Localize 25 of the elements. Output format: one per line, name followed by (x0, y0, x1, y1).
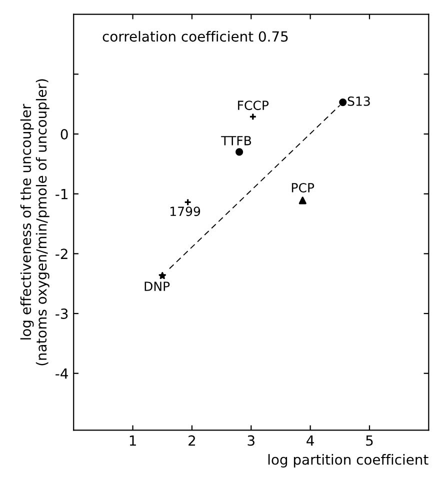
point (236, 148, 244, 156)
series-label: DNP (144, 282, 170, 291)
annotation: correlation coefficient 0.75 (102, 30, 288, 42)
series-label: S13 (348, 96, 370, 106)
y-tick-label: -3 (56, 308, 68, 319)
point (339, 98, 347, 106)
x-tick-label: 1 (130, 435, 136, 446)
x-tick-label: 2 (188, 435, 195, 446)
series-label: PCP (292, 182, 314, 192)
point (298, 196, 306, 204)
x-tick-label: 5 (366, 435, 373, 446)
y-axis-title: log effectiveness of the uncoupler (natoms oxygen/min/pmole of uncoupler) (20, 79, 50, 366)
x-tick-label: 4 (306, 435, 314, 446)
y-tick-label: -2 (56, 248, 68, 259)
point (184, 198, 192, 206)
series-label: 1799 (170, 206, 200, 216)
x-tick-label: 3 (248, 435, 254, 446)
point (158, 272, 166, 280)
y-tick-label: -1 (56, 189, 68, 200)
series-label: TTFB (221, 136, 252, 146)
series-label: FCCP (238, 100, 269, 110)
y-tick-label: 0 (60, 128, 68, 140)
x-axis-title: log partition coefficient (268, 454, 428, 468)
y-tick-label: -4 (56, 368, 68, 379)
point (249, 112, 257, 120)
